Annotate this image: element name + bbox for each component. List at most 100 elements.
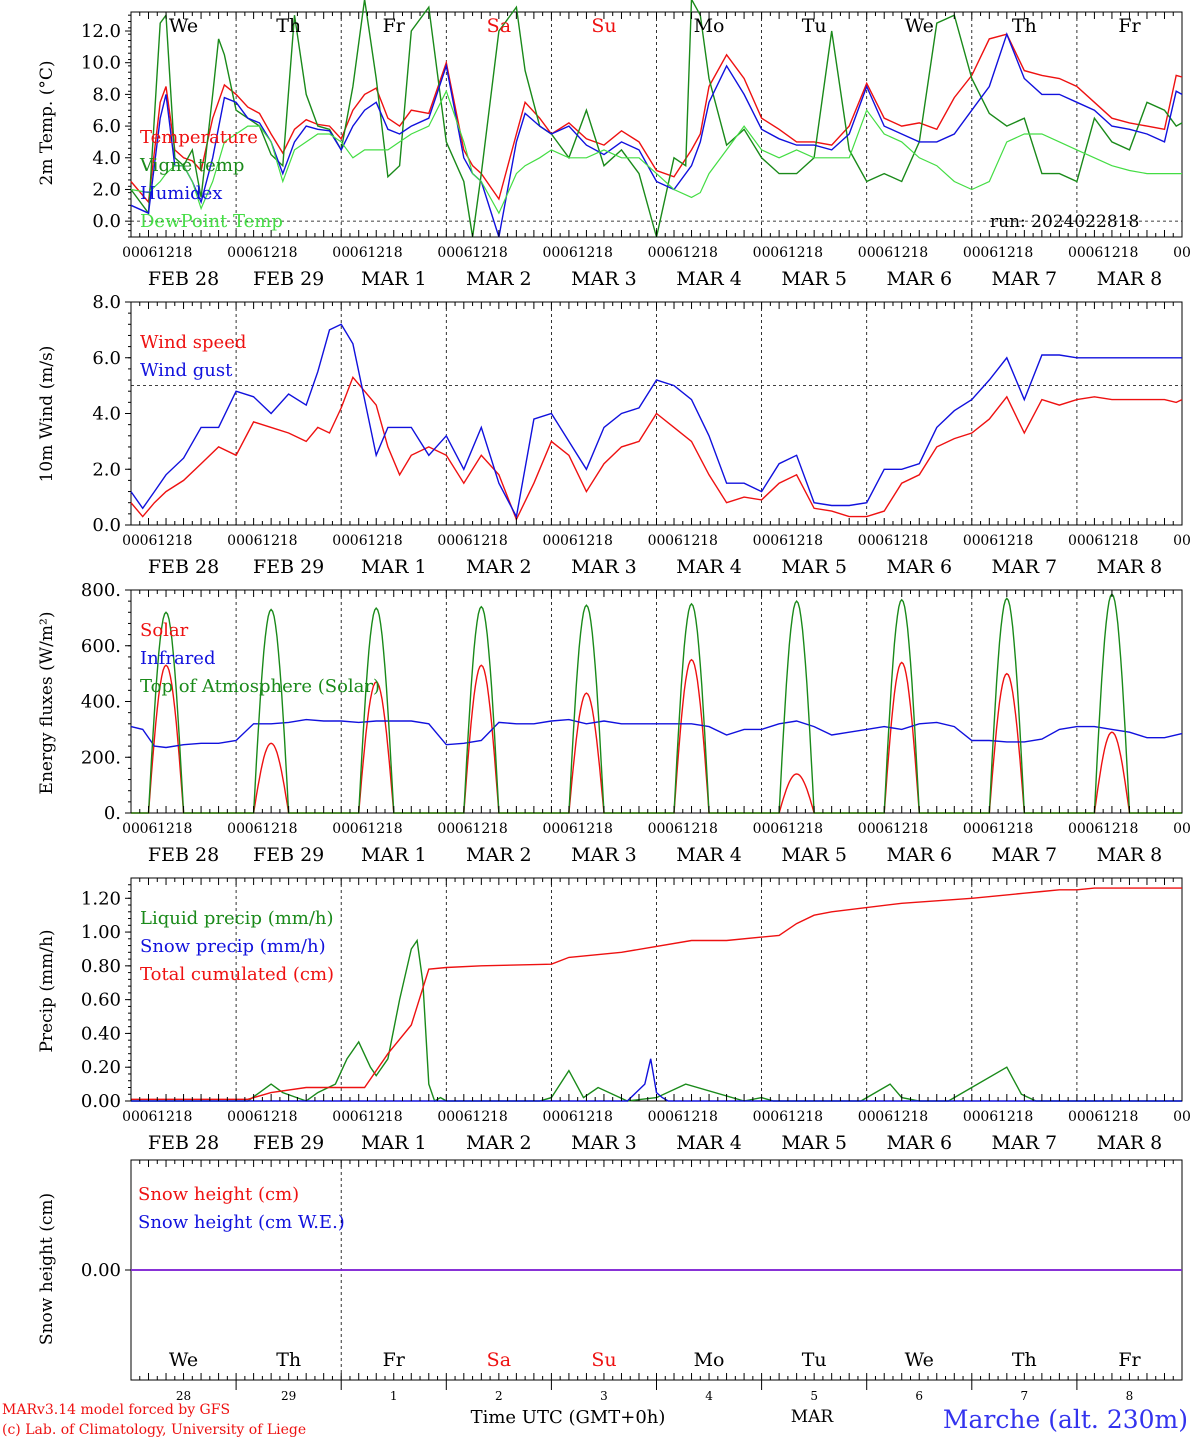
date-label: MAR 5 [781,556,847,578]
hour-label: 06 [350,821,368,837]
hour-label: 12 [788,1109,806,1125]
hour-label: 06 [665,821,683,837]
ylabel-temperature: 2m Temp. (°C) [37,60,57,185]
station-label: Marche (alt. 230m) [943,1405,1188,1434]
hour-label: 00 [858,1109,876,1125]
y-tick-label: 0. [104,803,121,824]
hour-label: 00 [753,1109,771,1125]
day-number: 2 [495,1389,503,1403]
date-label: MAR 5 [781,844,847,866]
hour-label: 18 [490,1109,508,1125]
hour-label: 12 [262,821,280,837]
day-number: 3 [600,1389,608,1403]
hour-label: 00 [1068,245,1086,261]
weekday-label: We [169,15,198,37]
series-wind-gust [130,323,1182,519]
hour-label: 18 [175,245,193,261]
legend-total-cumulated: Total cumulated (cm) [140,964,334,985]
ylabel-snow: Snow height (cm) [37,1193,57,1345]
weekday-label: Th [1012,1349,1037,1371]
date-label: MAR 2 [466,844,532,866]
day-number: 1 [390,1389,398,1403]
y-tick-label: 0.60 [81,990,121,1011]
hour-label: 12 [472,245,490,261]
weekday-label: Th [1012,15,1037,37]
hour-label: 12 [262,245,280,261]
hour-label: 06 [350,1109,368,1125]
y-tick-label: 0.20 [81,1057,121,1078]
hour-label: 00 [753,533,771,549]
date-label: MAR 4 [676,1132,742,1154]
hour-label: 18 [1121,1109,1139,1125]
date-label: MAR 1 [361,844,427,866]
y-tick-label: 0.00 [81,1260,121,1281]
hour-label: 00 [332,245,350,261]
y-tick-label: 1.20 [81,888,121,909]
day-number: 8 [1126,1389,1134,1403]
hour-label: 18 [595,533,613,549]
hour-label: 18 [910,821,928,837]
hour-label: 12 [683,1109,701,1125]
hour-label: 18 [385,1109,403,1125]
legend-snow-height: Snow height (cm) [138,1184,299,1205]
ylabel-precip: Precip (mm/h) [37,929,57,1052]
weekday-label: Mo [694,15,725,37]
y-tick-label: 0.80 [81,956,121,977]
weekday-label: Th [276,15,301,37]
y-tick-label: 4.0 [92,148,121,169]
hour-label: 18 [1015,1109,1033,1125]
date-label: MAR 6 [886,1132,952,1154]
series-total-cumulated-cm- [131,887,1182,1100]
hour-label: 06 [350,533,368,549]
y-tick-label: 0.0 [92,211,121,232]
hour-label: 00 [437,245,455,261]
hour-label: 12 [998,1109,1016,1125]
hour-label: 00 [542,533,560,549]
weekday-label: We [905,1349,934,1371]
hour-label: 06 [560,533,578,549]
hour-label: 18 [490,533,508,549]
hour-label: 00 [437,821,455,837]
date-label: MAR 7 [992,556,1058,578]
date-label: MAR 1 [361,1132,427,1154]
hour-label: 12 [367,245,385,261]
date-label: MAR 1 [361,556,427,578]
hour-label: 00 [648,1109,666,1125]
hour-label: 18 [910,1109,928,1125]
date-label: MAR 2 [466,1132,532,1154]
hour-label: 12 [578,821,596,837]
hour-label: 18 [1121,245,1139,261]
hour-label: 12 [788,245,806,261]
y-tick-label: 1.00 [81,922,121,943]
hour-label: 12 [367,1109,385,1125]
ylabel-energy: Energy fluxes (W/m²) [37,612,57,795]
hour-label: 00 [122,245,140,261]
hour-label: 18 [1015,533,1033,549]
date-label: MAR 3 [571,844,637,866]
hour-label: 06 [770,821,788,837]
hour-label: 06 [245,533,263,549]
date-label: MAR 8 [1097,1132,1163,1154]
hour-label: 06 [665,1109,683,1125]
date-label: MAR 4 [676,268,742,290]
date-label: MAR 3 [571,1132,637,1154]
panel-frame [130,589,1183,814]
hour-label: 12 [683,821,701,837]
series-dewpoint-temp [130,89,1182,215]
hour-label: 00 [1173,533,1191,549]
y-tick-label: 2.0 [92,179,121,200]
hour-label: 18 [700,245,718,261]
weekday-label: Su [591,1349,616,1371]
hour-label: 12 [1103,533,1121,549]
date-label: FEB 28 [148,1132,219,1154]
hour-label: 12 [788,533,806,549]
weekday-label: Fr [383,1349,406,1371]
credit-line-2: (c) Lab. of Climatology, University of L… [2,1422,306,1438]
legend-wind-speed: Wind speed [140,332,246,353]
date-label: MAR 8 [1097,844,1163,866]
y-tick-label: 200. [81,747,121,768]
date-label: MAR 3 [571,556,637,578]
y-tick-label: 0.00 [81,1091,121,1112]
hour-label: 12 [998,533,1016,549]
hour-label: 12 [578,1109,596,1125]
